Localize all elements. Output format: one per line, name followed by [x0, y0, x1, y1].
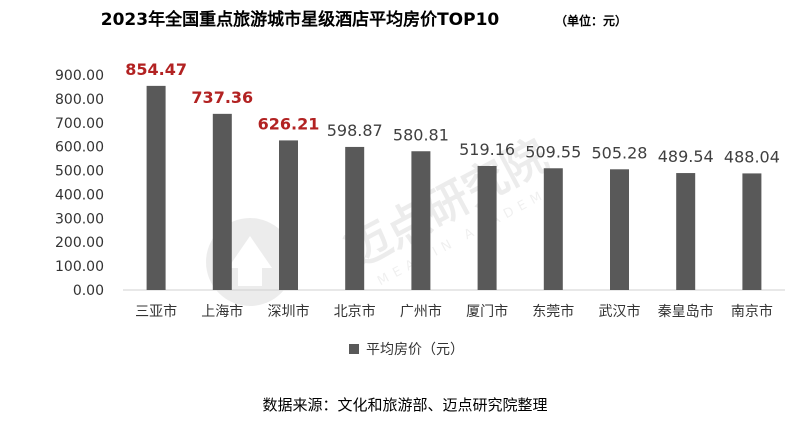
y-tick-label: 700.00: [55, 116, 104, 132]
bar: [543, 168, 563, 290]
data-label: 509.55: [525, 142, 581, 161]
x-category-label: 厦门市: [466, 303, 508, 320]
bar: [345, 146, 365, 290]
data-label: 505.28: [592, 143, 648, 162]
x-category-label: 三亚市: [135, 303, 177, 320]
bar: [676, 173, 696, 290]
x-category-label: 深圳市: [268, 303, 310, 320]
y-tick-label: 800.00: [55, 92, 104, 108]
data-label: 598.87: [327, 121, 383, 140]
y-tick-label: 900.00: [55, 68, 104, 84]
bar: [477, 165, 497, 290]
x-category-label: 武汉市: [599, 303, 641, 320]
data-label: 626.21: [258, 114, 320, 133]
legend-label: 平均房价（元）: [366, 342, 464, 358]
x-category-label: 广州市: [400, 303, 442, 320]
legend-swatch: [349, 344, 359, 354]
bar: [742, 173, 762, 290]
bar: [411, 151, 431, 290]
bar: [146, 85, 166, 290]
data-label: 488.04: [724, 147, 780, 166]
bar-series: [146, 85, 762, 290]
y-tick-label: 100.00: [55, 259, 104, 275]
y-axis-ticks: 0.00 100.00 200.00 300.00 400.00 500.00 600.00…: [55, 68, 104, 299]
y-tick-label: 300.00: [55, 211, 104, 227]
bar: [212, 113, 232, 290]
data-label: 519.16: [459, 140, 515, 159]
y-tick-label: 600.00: [55, 140, 104, 156]
x-category-label: 北京市: [334, 303, 376, 320]
data-label: 854.47: [125, 60, 187, 79]
chart-title: 2023年全国重点旅游城市星级酒店平均房价TOP10: [101, 9, 500, 30]
x-category-label: 南京市: [731, 303, 773, 320]
chart-unit: （单位：元）: [555, 13, 627, 28]
y-tick-label: 0.00: [73, 283, 104, 299]
data-label: 489.54: [658, 147, 714, 166]
x-category-label: 东莞市: [532, 303, 574, 320]
source-note: 数据来源：文化和旅游部、迈点研究院整理: [262, 396, 547, 414]
bar: [279, 140, 298, 290]
legend: 平均房价（元）: [349, 342, 464, 358]
x-category-label: 秦皇岛市: [658, 303, 714, 320]
y-tick-label: 500.00: [55, 164, 104, 180]
bar: [610, 169, 629, 290]
x-category-label: 上海市: [201, 303, 243, 320]
data-label: 737.36: [191, 88, 253, 107]
y-tick-label: 400.00: [55, 187, 104, 203]
x-axis-categories: 三亚市 上海市 深圳市 北京市 广州市 厦门市 东莞市 武汉市 秦皇岛市 南京市: [135, 303, 773, 320]
data-label: 580.81: [393, 125, 449, 144]
y-tick-label: 200.00: [55, 235, 104, 251]
